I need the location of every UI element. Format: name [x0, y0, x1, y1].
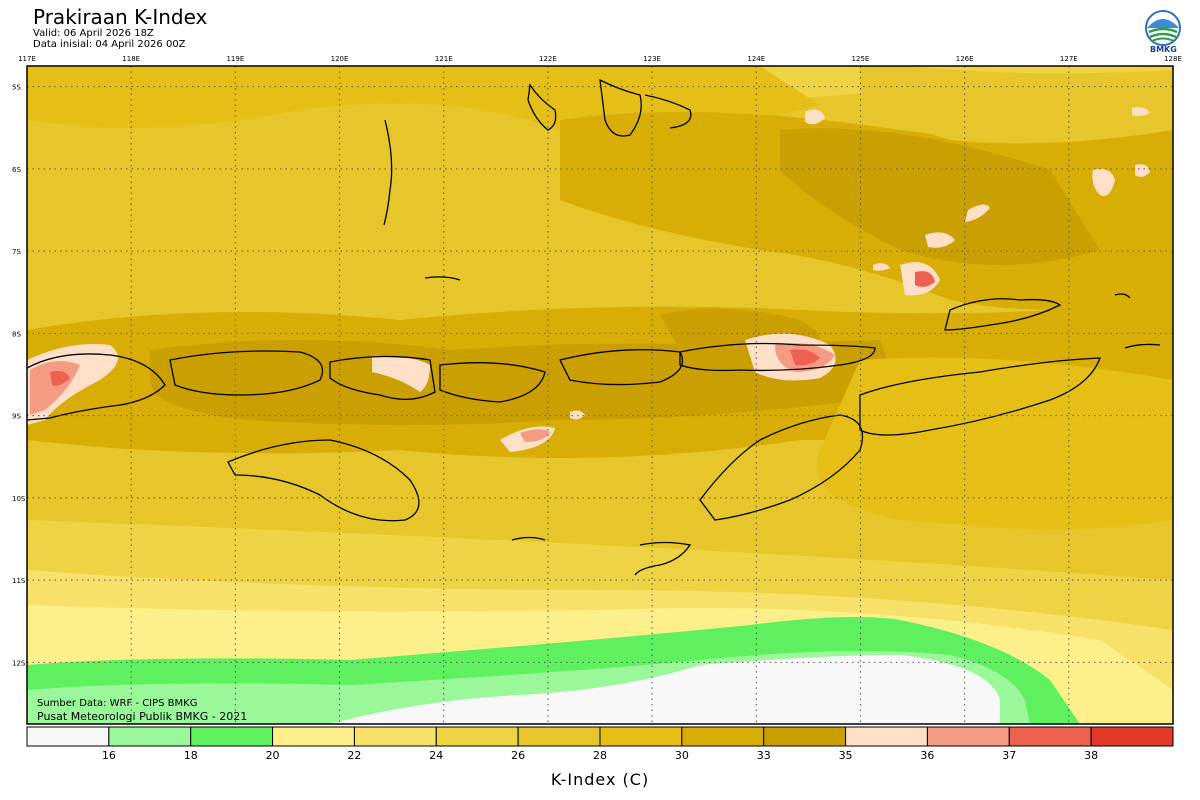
colorbar-tick-label: 16 — [101, 749, 116, 762]
colorbar-tick-label: 28 — [593, 749, 607, 762]
lat-label: 12S — [12, 659, 26, 667]
map-title: Prakiraan K-Index — [33, 5, 208, 29]
colorbar-swatch — [353, 726, 437, 747]
init-time: Data inisial: 04 April 2026 00Z — [33, 39, 186, 50]
lon-label: 122E — [539, 55, 557, 63]
colorbar-tick-label: 20 — [265, 749, 280, 762]
lat-label: 8S — [12, 330, 21, 338]
k-index-field — [27, 66, 1173, 724]
bmkg-logo-icon — [1145, 10, 1181, 46]
data-source: Sumber Data: WRF - CIPS BMKG — [37, 698, 198, 709]
colorbar-tick-label: 26 — [511, 749, 526, 762]
colorbar-swatch — [1008, 726, 1092, 747]
lat-label: 11S — [12, 577, 26, 585]
colorbar-swatch — [599, 726, 683, 747]
coastlines — [27, 78, 1161, 576]
colorbar-tick-label: 35 — [838, 749, 853, 762]
axis-labels: 117E 118E 119E 120E 121E 122E 123E 124E 125E 126E… — [12, 55, 1182, 667]
colorbar-swatch — [763, 726, 847, 747]
lat-label: 7S — [12, 248, 21, 256]
colorbar-swatch — [845, 726, 928, 747]
lon-label: 123E — [643, 55, 661, 63]
colorbar-swatch — [272, 726, 355, 747]
colorbar-tick-label: 30 — [674, 749, 689, 762]
colorbar-tick-label: 38 — [1084, 749, 1099, 762]
lon-label: 124E — [747, 55, 765, 63]
colorbar-tick-label: 18 — [183, 749, 198, 762]
colorbar-swatch — [108, 726, 192, 747]
lon-label: 120E — [331, 55, 349, 63]
map-header: Prakiraan K-Index Valid: 06 April 2026 1… — [33, 6, 207, 50]
lon-label: 127E — [1060, 55, 1078, 63]
lon-label: 118E — [122, 55, 140, 63]
colorbar-swatch — [926, 726, 1010, 747]
colorbar-tick-label: 37 — [1002, 749, 1017, 762]
lon-label: 126E — [956, 55, 974, 63]
colorbar — [26, 726, 1174, 747]
colorbar-swatch — [26, 726, 110, 747]
lat-label: 6S — [12, 166, 21, 174]
lon-label: 128E — [1164, 55, 1182, 63]
credits: Sumber Data: WRF - CIPS BMKG Pusat Meteo… — [37, 697, 247, 723]
lon-label: 117E — [18, 55, 36, 63]
lat-label: 10S — [12, 495, 26, 503]
colorbar-swatch — [190, 726, 274, 747]
colorbar-swatch — [681, 726, 765, 747]
colorbar-tick-label: 22 — [347, 749, 362, 762]
colorbar-swatch — [517, 726, 601, 747]
map-frame — [26, 65, 1174, 725]
lon-label: 125E — [852, 55, 870, 63]
colorbar-swatch — [435, 726, 519, 747]
colorbar-title: K-Index (C) — [550, 770, 650, 789]
colorbar-tick-label: 24 — [429, 749, 444, 762]
colorbar-tick-label: 36 — [920, 749, 935, 762]
lat-label: 5S — [12, 84, 21, 92]
lat-label: 9S — [12, 413, 21, 421]
colorbar-tick-label: 33 — [756, 749, 771, 762]
graticule — [27, 66, 1173, 724]
valid-time: Valid: 06 April 2026 18Z — [33, 28, 154, 39]
lon-label: 119E — [226, 55, 244, 63]
colorbar-swatch — [1090, 726, 1174, 747]
producer-text: Pusat Meteorologi Publik BMKG - 2021 — [37, 710, 248, 723]
logo-text: BMKG — [1150, 45, 1177, 54]
lon-label: 121E — [435, 55, 453, 63]
